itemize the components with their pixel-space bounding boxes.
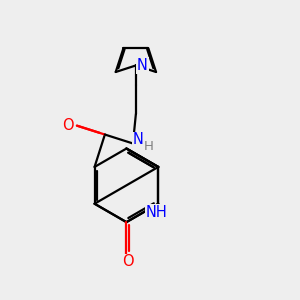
Text: H: H bbox=[144, 140, 154, 153]
Text: NH: NH bbox=[146, 205, 168, 220]
Text: O: O bbox=[122, 254, 134, 269]
Text: N: N bbox=[137, 58, 148, 73]
Text: O: O bbox=[62, 118, 74, 133]
Text: N: N bbox=[133, 132, 144, 147]
